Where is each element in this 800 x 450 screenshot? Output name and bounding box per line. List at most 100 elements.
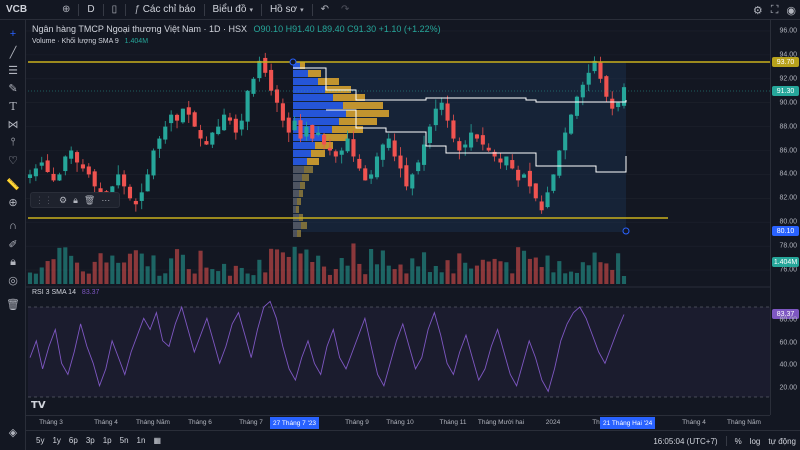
lock-icon[interactable]: 🔒︎ xyxy=(73,195,78,206)
range-button-3p[interactable]: 3p xyxy=(82,436,99,445)
profile-bar-sell xyxy=(318,78,339,85)
range-button-5n[interactable]: 5n xyxy=(116,436,133,445)
symbol-search[interactable]: VCB xyxy=(0,0,56,20)
log-toggle[interactable]: log xyxy=(750,437,761,446)
price-axis[interactable]: 96.00 94.00 92.00 90.00 88.00 86.00 84.00 82.00… xyxy=(770,20,800,415)
volume-bar xyxy=(363,274,367,284)
drag-handle-icon[interactable]: ⋮⋮ xyxy=(35,195,53,206)
volume-bar xyxy=(204,268,208,284)
range-button-5y[interactable]: 5y xyxy=(32,436,48,445)
anchor-handle-top[interactable] xyxy=(290,59,296,65)
volume-bar xyxy=(375,264,379,284)
layers-tool[interactable]: ◈ xyxy=(3,424,23,440)
volume-bar xyxy=(428,272,432,284)
profile-bar-buy xyxy=(293,142,315,149)
volume-bar xyxy=(416,266,420,284)
gear-icon[interactable]: ⚙ xyxy=(59,195,67,206)
eye-icon: ◎ xyxy=(8,274,18,287)
redo-button[interactable]: ↷ xyxy=(335,0,355,20)
profile-bar-buy xyxy=(293,230,297,237)
volume-bar xyxy=(151,255,155,284)
volume-bar xyxy=(504,262,508,284)
candle-body xyxy=(304,127,308,137)
settings-icon[interactable]: ⚙ xyxy=(753,4,763,17)
pattern-icon: ⋈ xyxy=(8,118,19,131)
volume-bar xyxy=(257,260,261,284)
zoom-tool[interactable]: ⊕ xyxy=(3,194,23,210)
fib-tool[interactable]: ☰ xyxy=(3,62,23,78)
visibility-tool[interactable]: ◎ xyxy=(3,272,23,288)
volume-bar xyxy=(40,267,44,284)
volume-bar xyxy=(216,271,220,284)
favorites-tool[interactable]: ♡ xyxy=(3,152,23,168)
pattern-tool[interactable]: ⋈ xyxy=(3,116,23,132)
chart-canvas[interactable] xyxy=(26,20,770,415)
rsi-legend-label: RSI 3 SMA 14 xyxy=(32,289,76,296)
trendline-tool[interactable]: ╱ xyxy=(3,44,23,60)
range-button-1p[interactable]: 1p xyxy=(99,436,116,445)
candle-body xyxy=(351,139,355,156)
auto-toggle[interactable]: tự động xyxy=(768,437,796,446)
candle-body xyxy=(557,151,561,176)
candle-body xyxy=(169,115,173,123)
lock-tool[interactable]: 🔒︎ xyxy=(3,254,23,270)
brush-tool[interactable]: ✎ xyxy=(3,80,23,96)
draw-mode-tool[interactable]: ✐ xyxy=(3,236,23,252)
rsi-tick: 40.00 xyxy=(779,362,797,369)
time-axis[interactable]: Tháng 3 Tháng 4 Tháng Năm Tháng 6 Tháng 7 Thá… xyxy=(26,415,770,429)
range-button-1y[interactable]: 1y xyxy=(48,436,64,445)
candle-body xyxy=(140,192,144,201)
candle-body xyxy=(40,162,44,165)
anchor-handle-bottom[interactable] xyxy=(623,228,629,234)
magnet-tool[interactable]: ∩ xyxy=(3,218,23,234)
time-tick: Tháng 4 xyxy=(682,419,706,426)
candle-body xyxy=(310,125,314,139)
candle-body xyxy=(440,103,444,110)
candle-body xyxy=(198,130,202,139)
candle-body xyxy=(257,61,261,78)
more-icon[interactable]: ··· xyxy=(101,195,110,205)
prediction-icon: ⫯ xyxy=(11,136,16,149)
calendar-icon[interactable]: ▦ xyxy=(149,436,165,445)
undo-button[interactable]: ↶ xyxy=(315,0,335,20)
profile-button[interactable]: Hồ sơ ▾ xyxy=(264,0,310,20)
tradingview-logo[interactable]: 𝗧𝗩 xyxy=(31,400,46,411)
volume-bar xyxy=(87,274,91,284)
indicators-button[interactable]: ƒ Các chỉ báo xyxy=(128,0,201,20)
time-tick: Tháng 11 xyxy=(440,419,467,426)
profile-bar-buy xyxy=(293,158,307,165)
volume-bar xyxy=(316,256,320,284)
volume-bar xyxy=(551,272,555,284)
candle-body xyxy=(363,168,367,180)
range-button-1n[interactable]: 1n xyxy=(133,436,150,445)
volume-bar xyxy=(598,262,602,284)
text-icon: T xyxy=(9,100,16,113)
volume-bar xyxy=(381,250,385,284)
crosshair-tool[interactable]: + xyxy=(3,26,23,42)
candle-body xyxy=(545,192,549,207)
chart-type-button[interactable]: Biểu đồ ▾ xyxy=(207,0,259,20)
candles-button[interactable]: ▯ xyxy=(106,0,124,20)
camera-icon[interactable]: ◉ xyxy=(786,4,796,17)
profile-bar-sell xyxy=(308,70,321,77)
prediction-tool[interactable]: ⫯ xyxy=(3,134,23,150)
interval-button[interactable]: D xyxy=(81,0,100,20)
volume-bar xyxy=(181,255,185,284)
fullscreen-icon[interactable]: ⛶ xyxy=(771,4,779,17)
profile-bar-buy xyxy=(293,70,308,77)
volume-bar xyxy=(393,269,397,284)
add-symbol-button[interactable]: ⊕ xyxy=(56,0,76,20)
candle-body xyxy=(422,145,426,165)
text-tool[interactable]: T xyxy=(3,98,23,114)
percent-toggle[interactable]: % xyxy=(735,437,742,446)
candle-body xyxy=(563,133,567,151)
measure-tool[interactable]: 📏 xyxy=(3,176,23,192)
delete-tool[interactable]: 🗑︎ xyxy=(3,296,23,312)
candle-body xyxy=(510,160,514,168)
volume-bar xyxy=(210,269,214,284)
candle-body xyxy=(222,115,226,131)
zoom-in-icon: ⊕ xyxy=(8,196,17,209)
price-tick: 76.00 xyxy=(779,267,797,274)
range-button-6p[interactable]: 6p xyxy=(65,436,82,445)
trash-icon[interactable]: 🗑︎ xyxy=(84,195,95,206)
